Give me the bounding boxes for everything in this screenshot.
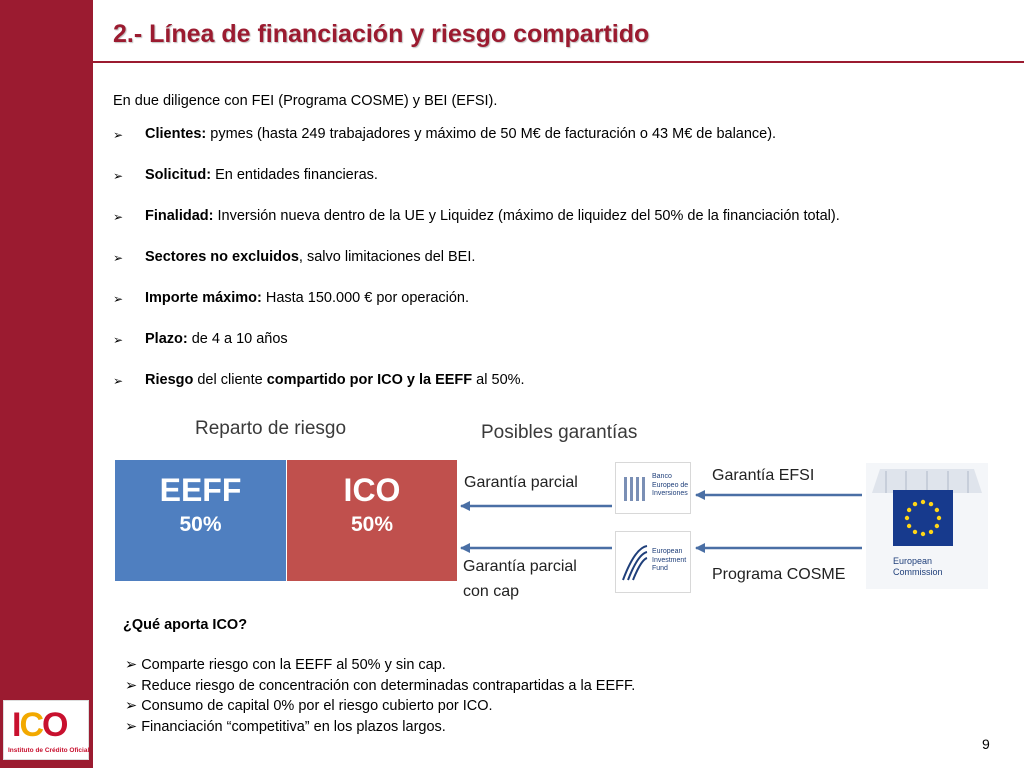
list-item: ➢ Consumo de capital 0% por el riesgo cu… [125,698,493,714]
commission-logo-text: European Commission [893,556,943,577]
arrow-bullet-icon: ➢ [125,698,142,714]
guarantees-heading: Posibles garantías [481,422,638,443]
arrow-bullet-icon: ➢ [113,292,124,306]
european-commission-logo: European Commission [866,463,988,589]
arrow-bullet-icon: ➢ [113,333,124,347]
cosme-programme-label: Programa COSME [712,566,846,583]
arrow-bullet-icon: ➢ [113,128,124,142]
eif-emblem-icon [622,545,648,581]
eif-logo: European Investment Fund [615,531,691,593]
arrow-bullet-icon: ➢ [113,374,124,388]
eif-logo-text: European Investment Fund [652,548,687,572]
partial-guarantee-label: Garantía parcial [464,474,578,491]
eeff-share: 50% [179,513,222,536]
eeff-share-box: EEFF 50% [115,460,286,581]
commission-building-icon [872,469,982,493]
risk-split-heading: Reparto de riesgo [195,418,347,439]
ico-share: 50% [350,513,394,536]
arrow-bullet-icon: ➢ [113,210,124,224]
ico-contribution-heading: ¿Qué aporta ICO? [123,617,248,633]
eu-flag-icon [893,490,953,546]
list-item: ➢ Reduce riesgo de concentración con det… [125,677,636,694]
list-item: ➢ Financiación “competitiva” en los plaz… [125,718,446,735]
arrow-bullet-icon: ➢ [113,169,124,183]
ico-contribution-list: ➢ Comparte riesgo con la EEFF al 50% y s… [125,657,635,739]
efsi-guarantee-label: Garantía EFSI [712,467,815,484]
arrow-bullet-icon: ➢ [125,677,142,694]
partial-guarantee-cap-label-line2: con cap [463,583,520,600]
ico-label: ICO [343,472,401,508]
title-divider [93,61,1024,63]
partial-guarantee-cap-label-line1: Garantía parcial [463,558,577,575]
arrow-bullet-icon: ➢ [125,718,142,735]
eib-logo: Banco Europeo de Inversiones [615,462,691,514]
arrow-bullet-icon: ➢ [125,657,142,673]
page-number: 9 [982,736,990,752]
sidebar-band [0,0,93,768]
arrow-bullet-icon: ➢ [113,251,124,265]
intro-text: En due diligence con FEI (Programa COSME… [113,93,498,109]
eeff-label: EEFF [159,472,242,508]
ico-logo-mark: ICO [12,706,69,744]
eib-logo-text: Banco Europeo de Inversiones [652,473,689,497]
ico-logo: ICO Instituto de Crédito Oficial [3,700,89,760]
slide-title: 2.- Línea de financiación y riesgo compa… [113,20,650,48]
ico-logo-caption: Instituto de Crédito Oficial [8,747,90,754]
list-item: ➢ Comparte riesgo con la EEFF al 50% y s… [125,657,446,673]
eib-emblem-icon [624,477,645,501]
ico-share-box: ICO 50% [287,460,457,581]
